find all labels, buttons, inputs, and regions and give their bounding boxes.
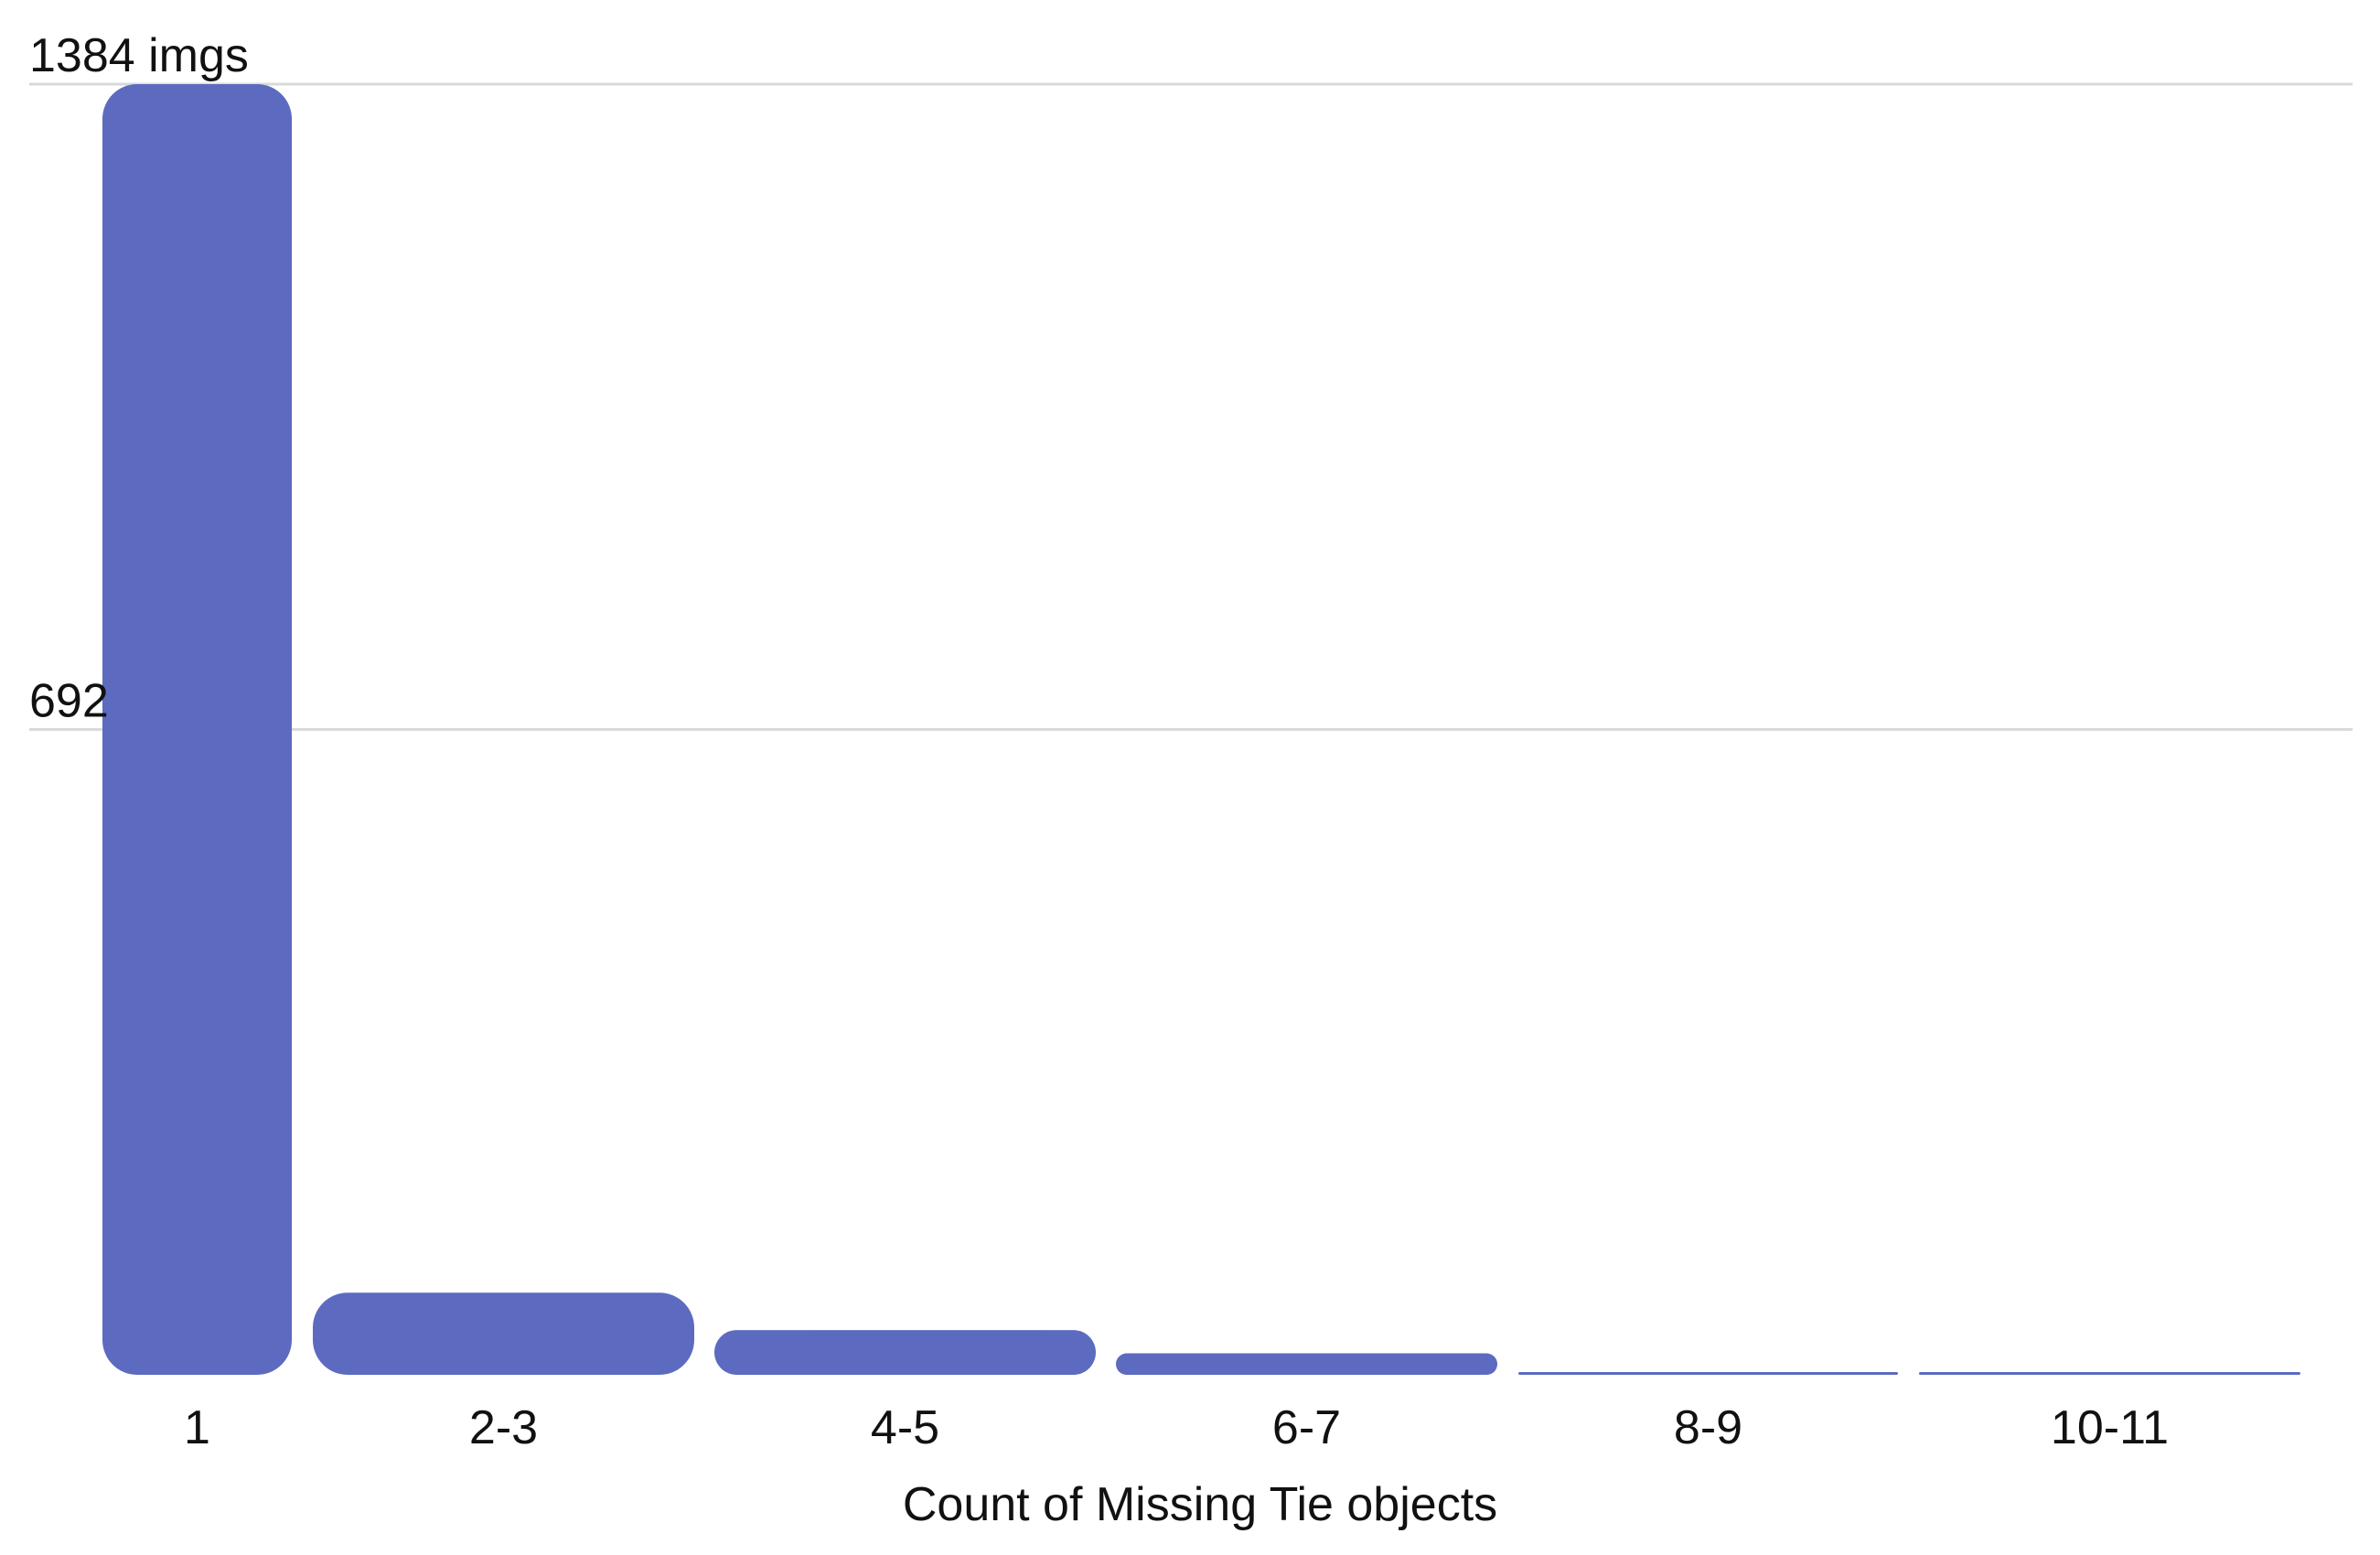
x-tick-label: 6-7 [1272, 1401, 1341, 1454]
bar-10-11 [1919, 1371, 2300, 1375]
y-tick-labels: 1384 imgs 692 [29, 29, 249, 728]
bars [102, 84, 2300, 1375]
bar-1 [102, 84, 292, 1375]
bar-8-9 [1518, 1371, 1898, 1375]
x-tick-label: 2-3 [469, 1401, 538, 1454]
bar-4-5 [714, 1330, 1096, 1375]
x-tick-label: 4-5 [871, 1401, 939, 1454]
y-tick-label: 692 [29, 675, 109, 728]
x-tick-label: 8-9 [1674, 1401, 1742, 1454]
x-tick-labels: 1 2-3 4-5 6-7 8-9 10-11 [184, 1401, 2169, 1454]
x-tick-label: 1 [184, 1401, 210, 1454]
y-tick-label: 1384 imgs [29, 29, 249, 82]
x-axis-label: Count of Missing Tie objects [903, 1478, 1497, 1531]
bar-2-3 [313, 1292, 694, 1375]
bar-6-7 [1116, 1353, 1497, 1375]
gridlines [29, 82, 2353, 731]
x-tick-label: 10-11 [2051, 1401, 2169, 1454]
